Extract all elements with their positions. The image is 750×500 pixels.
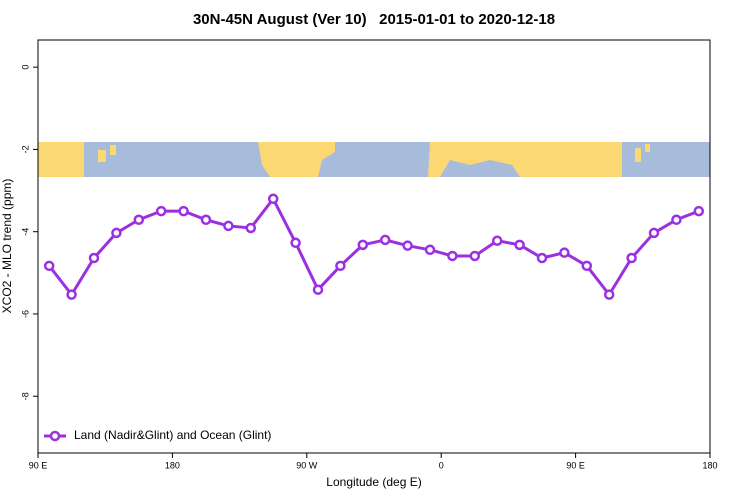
point xyxy=(693,205,705,217)
point xyxy=(290,237,301,249)
x-tick-label: 180 xyxy=(165,460,180,470)
point xyxy=(223,220,234,232)
line xyxy=(48,195,700,298)
x-tick-label: 90 W xyxy=(296,460,318,470)
point xyxy=(335,260,346,272)
y-tick-label: -8 xyxy=(20,392,30,400)
point xyxy=(43,260,55,272)
legend-label: Land (Nadir&Glint) and Ocean (Glint) xyxy=(74,428,271,442)
x-tick-label: 180 xyxy=(702,460,717,470)
point xyxy=(491,235,503,246)
point xyxy=(559,247,570,258)
y-tick-label: 0 xyxy=(20,65,30,70)
point xyxy=(648,227,660,239)
x-tick-label: 0 xyxy=(439,460,444,470)
point xyxy=(626,252,637,264)
point xyxy=(581,260,593,272)
point xyxy=(267,193,279,205)
point xyxy=(447,250,458,262)
point xyxy=(603,289,615,300)
y-tick-label: -2 xyxy=(20,145,30,153)
x-axis-label: Longitude (deg E) xyxy=(326,475,421,489)
point xyxy=(357,239,369,251)
x-tick-label: 90 E xyxy=(566,460,585,470)
point xyxy=(200,214,212,226)
chart-title: 30N-45N August (Ver 10) 2015-01-01 to 20… xyxy=(193,11,555,28)
point xyxy=(88,252,100,264)
point xyxy=(469,250,481,262)
point xyxy=(133,214,145,226)
point xyxy=(536,252,548,264)
point xyxy=(245,222,257,234)
y-axis-label: XCO2 - MLO trend (ppm) xyxy=(0,179,14,314)
point xyxy=(514,239,525,251)
point xyxy=(178,205,189,217)
point xyxy=(155,205,167,217)
legend-marker xyxy=(49,430,61,442)
point xyxy=(312,284,324,295)
point xyxy=(402,240,413,251)
point xyxy=(671,214,682,226)
point xyxy=(379,234,391,246)
map-band xyxy=(38,142,710,177)
point xyxy=(66,289,77,300)
y-tick-label: -6 xyxy=(20,310,30,318)
point xyxy=(111,227,122,239)
point xyxy=(424,244,436,256)
plot-frame xyxy=(37,39,711,454)
y-tick-label: -4 xyxy=(20,228,30,236)
x-tick-label: 90 E xyxy=(29,460,48,470)
